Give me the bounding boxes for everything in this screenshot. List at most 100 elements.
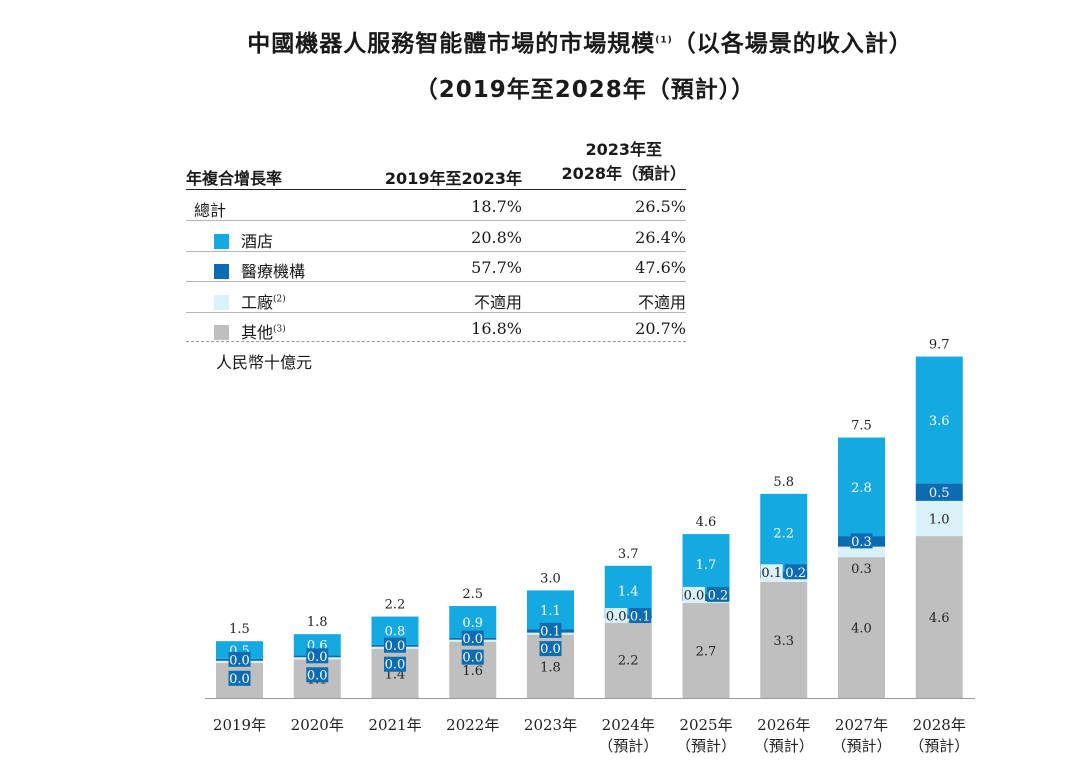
legend-row-label: 總計: [194, 201, 227, 220]
data-label-hotel: 0.9: [462, 616, 483, 631]
data-label-factory: 0.0: [307, 668, 328, 683]
legend-row-divider: [186, 311, 686, 313]
legend-row: 工廠(2) 不適用 不適用: [186, 282, 686, 312]
bar-segment: [293, 634, 341, 656]
legend-row-cagr-2023-2028: 20.7%: [635, 319, 686, 338]
data-label-medical: 0.2: [708, 588, 729, 603]
x-tick-sublabel: （預計）: [909, 737, 969, 755]
bar-segment: [604, 620, 652, 698]
data-label-total: 9.7: [929, 338, 950, 353]
legend-row-cagr-2019-2023: 18.7%: [471, 197, 522, 216]
data-label-other: 2.7: [696, 644, 717, 659]
data-label-box: [384, 656, 406, 672]
bar-segment: [216, 641, 263, 659]
bar-segment: [838, 557, 885, 698]
data-label-total: 3.0: [540, 571, 561, 586]
bar-segment: [838, 546, 885, 558]
bar-segment: [760, 493, 808, 572]
legend-swatch: [214, 325, 229, 340]
legend-row-label: 醫療機構: [186, 258, 305, 282]
x-tick-label: 2025年: [679, 716, 732, 734]
data-label-other: 4.6: [929, 611, 950, 626]
data-label-box: [539, 622, 562, 638]
bar-segment: [915, 483, 963, 501]
data-label-box: [539, 641, 562, 657]
data-label-other: 1.8: [540, 660, 561, 675]
data-label-box: [461, 630, 484, 646]
bar-segment: [915, 356, 963, 484]
legend-header-label: 年複合增長率: [186, 169, 283, 188]
x-tick-sublabel: （預計）: [676, 737, 736, 755]
data-label-medical: 0.0: [462, 632, 483, 647]
legend-swatch: [214, 294, 229, 310]
legend-row-cagr-2023-2028: 不適用: [637, 292, 686, 312]
data-label-factory: 1.0: [929, 512, 950, 527]
data-label-medical: 0.2: [785, 566, 806, 581]
legend-header-col2: 2023年至 2028年（預計）: [561, 138, 686, 186]
bar-segment: [604, 615, 652, 619]
x-tick-label: 2026年: [757, 716, 810, 734]
legend-row-divider: [186, 220, 686, 221]
data-label-factory: 0.1: [761, 566, 782, 581]
data-label-total: 4.6: [696, 515, 717, 530]
data-label-box: [707, 586, 729, 602]
legend-row: 酒店 20.8% 26.4%: [186, 221, 686, 251]
data-label-hotel: 3.6: [929, 414, 950, 429]
data-label-total: 3.7: [618, 547, 639, 562]
data-label-medical: 0.1: [540, 624, 561, 639]
legend-divider: [186, 189, 686, 190]
legend-row-label: 其他(3): [186, 319, 286, 343]
data-label-box: [306, 648, 329, 664]
legend-row: 總計 18.7% 26.5%: [186, 190, 686, 220]
data-label-hotel: 1.1: [540, 604, 561, 619]
legend-row-divider: [186, 250, 686, 252]
data-label-total: 1.8: [307, 615, 328, 630]
legend-row-cagr-2019-2023: 不適用: [473, 292, 522, 312]
data-label-box: [784, 564, 807, 580]
data-label-box: [605, 608, 628, 624]
data-label-total: 2.2: [385, 598, 406, 613]
x-tick-sublabel: （預計）: [831, 737, 891, 755]
x-tick-label: 2022年: [446, 716, 499, 734]
legend-swatch: [214, 233, 229, 249]
bar-segment: [682, 602, 730, 698]
data-label-factory: 0.0: [462, 651, 483, 666]
legend-header-col1: 2019年至2023年: [384, 169, 522, 188]
data-label-total: 5.8: [773, 475, 794, 490]
chart-title: 中國機器人服務智能體市場的市場規模(1)（以各場景的收入計）: [247, 31, 913, 57]
bar-segment: [760, 571, 808, 579]
data-label-box: [683, 586, 705, 602]
legend-row: 醫療機構 57.7% 47.6%: [186, 251, 686, 281]
legend-row-cagr-2023-2028: 26.4%: [635, 227, 686, 247]
bar-segment: [760, 578, 808, 582]
data-label-hotel: 0.8: [385, 625, 406, 640]
data-label-other: 1.6: [462, 664, 483, 679]
data-label-medical: 0.0: [385, 639, 406, 654]
legend-swatch: [214, 264, 229, 279]
bar-segment: [682, 600, 730, 603]
chart-subtitle: （2019年至2028年（預計））: [414, 77, 756, 103]
data-label-box: [384, 637, 406, 653]
legend-row-cagr-2019-2023: 20.8%: [471, 227, 522, 247]
legend-row-cagr-2019-2023: 57.7%: [471, 258, 522, 277]
legend-bottom-divider: [186, 341, 686, 342]
bar-segment: [915, 536, 963, 698]
data-label-factory: 0.0: [540, 642, 561, 657]
legend-row-divider: [186, 281, 686, 282]
data-label-box: [629, 608, 652, 624]
data-label-box: [850, 533, 873, 549]
data-label-box: [461, 649, 484, 665]
data-label-factory: 0.0: [385, 658, 406, 673]
x-tick-label: 2027年: [835, 716, 888, 734]
bar-segment: [682, 534, 730, 594]
data-label-total: 1.5: [229, 622, 250, 637]
bar-segment: [604, 565, 652, 616]
x-tick-label: 2028年: [913, 716, 966, 734]
bar-segment: [915, 500, 963, 537]
data-label-factory: 0.0: [684, 588, 705, 603]
bar-segment: [604, 618, 652, 621]
legend-row-label: 酒店: [186, 228, 273, 252]
x-tick-label: 2021年: [368, 716, 421, 734]
x-tick-sublabel: （預計）: [598, 737, 658, 755]
